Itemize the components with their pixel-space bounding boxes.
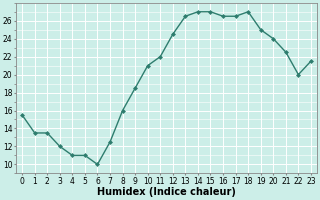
X-axis label: Humidex (Indice chaleur): Humidex (Indice chaleur) <box>97 187 236 197</box>
